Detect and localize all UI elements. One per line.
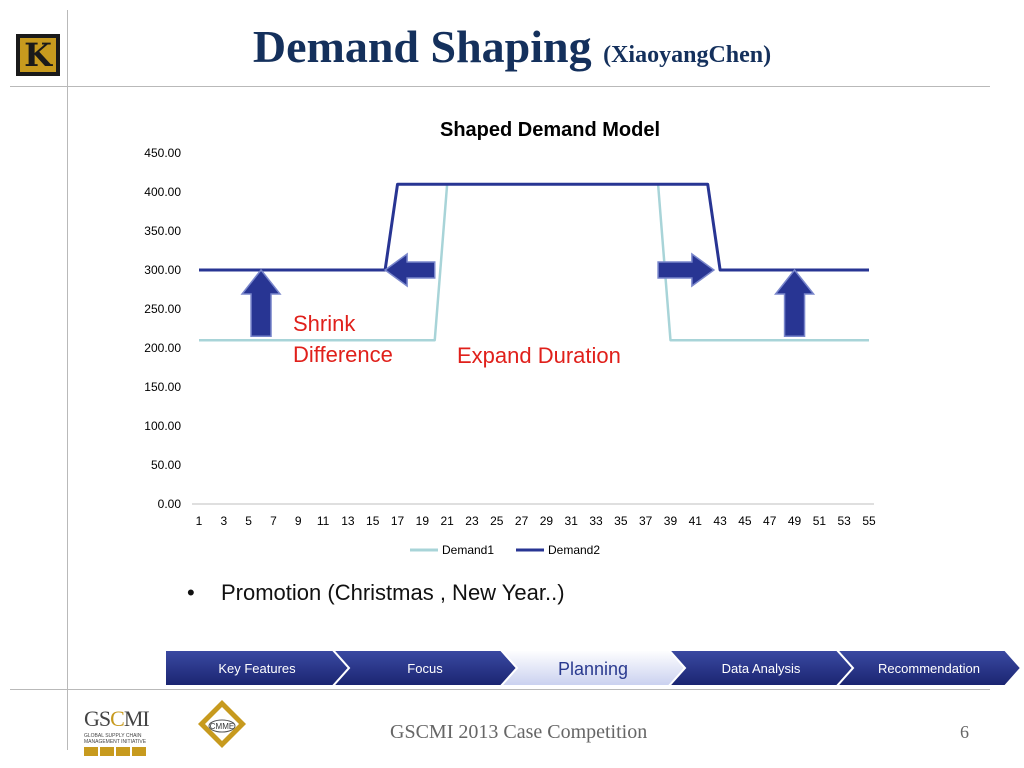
up-arrow-right [774,268,816,338]
x-tick-label: 31 [565,514,579,528]
x-tick-label: 41 [689,514,703,528]
x-tick-label: 37 [639,514,653,528]
x-tick-label: 5 [245,514,252,528]
x-tick-label: 33 [589,514,603,528]
series-layer [199,182,869,342]
y-tick-label: 300.00 [144,263,181,277]
y-tick-label: 400.00 [144,185,181,199]
x-tick-label: 11 [317,514,330,528]
x-tick-label: 49 [788,514,802,528]
footer-divider [10,689,990,690]
chart-title: Shaped Demand Model [440,119,660,141]
legend-label-demand1: Demand1 [442,543,494,557]
x-tick-label: 45 [738,514,752,528]
y-tick-label: 50.00 [151,458,181,472]
up-arrow-left [240,268,282,338]
k-logo: K [16,34,60,76]
x-tick-label: 13 [341,514,355,528]
x-tick-label: 53 [838,514,852,528]
nav-step-label: Data Analysis [722,661,801,676]
nav-step-recommendation [834,649,1023,687]
footer-text: GSCMI 2013 Case Competition [390,721,648,743]
x-tick-label: 39 [664,514,678,528]
x-tick-label: 43 [713,514,727,528]
y-tick-label: 350.00 [144,224,181,238]
k-logo-letter: K [20,38,56,72]
nav-step-label: Key Features [218,661,296,676]
expand-annotation: Expand Duration [457,343,621,368]
x-tick-label: 7 [270,514,277,528]
nav-step-label: Recommendation [878,661,980,676]
bullet-text: Promotion (Christmas , New Year..) [221,580,565,605]
x-tick-label: 21 [440,514,454,528]
x-tick-label: 25 [490,514,504,528]
y-tick-label: 0.00 [158,497,182,511]
nav-step-label: Focus [407,661,443,676]
header-divider [10,86,990,87]
process-nav: Key Features Focus Planning Data Analysis Re… [164,649,1023,687]
gscmi-logo-icons [84,747,160,756]
y-tick-label: 250.00 [144,302,181,316]
gscmi-logo: GSCMI GLOBAL SUPPLY CHAIN MANAGEMENT INI… [84,706,160,756]
x-tick-label: 51 [813,514,827,528]
page-title-subtitle: (XiaoyangChen) [603,42,772,68]
x-tick-label: 27 [515,514,529,528]
expand-right-arrow [657,252,716,288]
y-tick-label: 450.00 [144,146,181,160]
bullet-marker: • [187,580,195,605]
page-title: Demand Shaping (XiaoyangChen) [0,20,1024,73]
shrink-annotation-line1: Shrink [293,311,356,336]
left-divider [67,10,68,750]
page-title-main: Demand Shaping [252,21,592,72]
cmme-logo: CMME [198,700,246,748]
x-tick-label: 29 [540,514,554,528]
x-tick-label: 17 [391,514,405,528]
x-tick-label: 35 [614,514,628,528]
y-axis: 0.00 50.00 100.00 150.00 200.00 250.00 300.00 3… [144,146,181,511]
x-tick-label: 9 [295,514,302,528]
gscmi-logo-name: GSCMI [84,706,150,731]
x-tick-label: 19 [416,514,430,528]
y-tick-label: 100.00 [144,419,181,433]
x-tick-label: 3 [220,514,227,528]
x-tick-label: 15 [366,514,380,528]
legend-label-demand2: Demand2 [548,543,600,557]
x-tick-label: 55 [862,514,876,528]
nav-step-label: Planning [558,659,628,679]
x-axis: 1 3 5 7 9 11 13 15 17 19 21 23 25 27 29 31 33 35 37 39 41 43 4… [196,514,876,528]
series-line-demand2 [199,182,869,272]
cmme-logo-text: CMME [210,722,234,731]
y-tick-label: 200.00 [144,341,181,355]
chart-legend: Demand1 Demand2 [410,543,600,557]
bullet-item: • Promotion (Christmas , New Year..) [187,580,565,606]
shrink-annotation-line2: Difference [293,342,393,367]
arrows-layer [240,252,816,338]
y-tick-label: 150.00 [144,380,181,394]
gscmi-logo-tagline: GLOBAL SUPPLY CHAIN MANAGEMENT INITIATIV… [84,733,147,745]
x-tick-label: 47 [763,514,777,528]
page-number: 6 [960,722,969,742]
x-tick-label: 23 [465,514,479,528]
x-tick-label: 1 [196,514,203,528]
shrink-left-arrow [383,252,436,288]
